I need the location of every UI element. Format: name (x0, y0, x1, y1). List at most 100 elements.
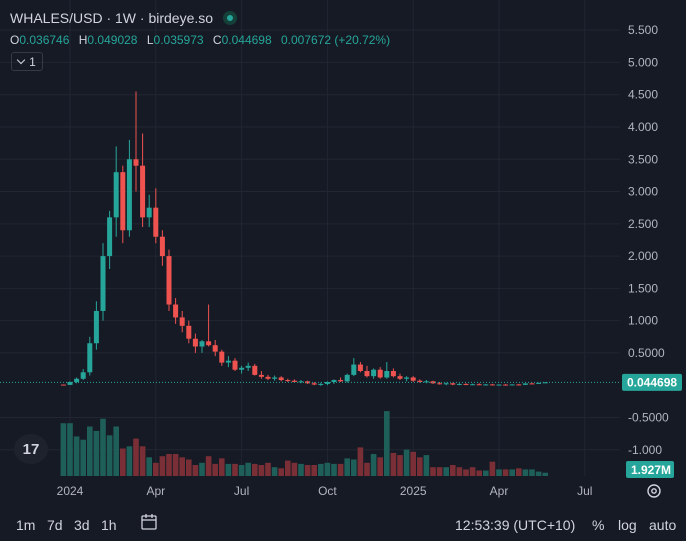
candle-body (397, 376, 403, 379)
candle-body (245, 365, 251, 368)
volume-bar (133, 438, 139, 476)
volume-bar (245, 462, 251, 476)
candle-body (252, 365, 258, 375)
price-chart[interactable]: 5.500 5.000 4.500 4.000 3.500 3.000 2.500 2.000… (0, 0, 686, 506)
svg-text:0.044698: 0.044698 (627, 375, 677, 389)
range-7d-button[interactable]: 7d (47, 517, 63, 533)
candle-body (509, 384, 515, 386)
price-tick-label: 2.000 (628, 249, 658, 263)
chart-grid (0, 0, 620, 476)
candle-body (100, 256, 106, 311)
candle-body (390, 371, 396, 377)
volume-bar (542, 472, 548, 476)
candle-body (542, 382, 548, 384)
volume-bar (252, 463, 258, 476)
close-label: C (212, 33, 222, 47)
time-axis[interactable]: 2024 Apr Jul Oct 2025 Apr Jul (57, 484, 593, 498)
volume-bar (304, 465, 311, 476)
candle-body (74, 378, 80, 382)
volume-bar (443, 467, 449, 476)
percent-scale-toggle[interactable]: % (592, 517, 605, 533)
volume-bar (278, 468, 284, 476)
volume-bar (73, 436, 80, 476)
change-value: 0.007672 (+20.72%) (281, 33, 391, 47)
candle-body (470, 384, 476, 386)
volume-bar (423, 455, 430, 476)
volume-bar (179, 457, 185, 476)
volume-bar (80, 439, 86, 476)
low-value: 0.035973 (153, 33, 204, 47)
low-label: L (146, 33, 154, 47)
candle-body (133, 159, 139, 166)
volume-bar (535, 471, 542, 476)
candle-body (324, 381, 330, 384)
volume-bar (186, 459, 192, 476)
candle-body (516, 384, 522, 386)
price-tick-label: 0.5000 (628, 346, 665, 360)
candle-body (199, 341, 205, 347)
candle-body (437, 383, 443, 385)
volume-bar (456, 467, 463, 476)
volume-bar (364, 462, 370, 476)
indicators-toggle-button[interactable]: 1 (11, 52, 43, 71)
candle-body (265, 376, 271, 379)
volume-bar (417, 457, 423, 476)
volume-bar (384, 411, 390, 476)
volume-bar (337, 463, 344, 476)
volume-bar (238, 465, 245, 476)
range-1m-button[interactable]: 1m (16, 517, 36, 533)
volume-bar (397, 455, 403, 476)
candle-body (522, 383, 528, 385)
volume-bar (377, 457, 383, 476)
candle-body (212, 345, 218, 352)
candle-body (483, 384, 489, 386)
volume-bar (469, 467, 476, 476)
candle-body (417, 380, 423, 382)
candle-body (364, 371, 370, 377)
candle-body (278, 377, 284, 381)
volume-bar (225, 463, 232, 476)
candle-body (331, 380, 337, 382)
volume-bar (430, 467, 436, 476)
log-scale-toggle[interactable]: log (618, 517, 637, 533)
volume-bar (120, 448, 126, 476)
volume-bar (370, 454, 377, 476)
candle-body (344, 374, 350, 382)
candle-body (443, 383, 449, 385)
volume-bar (100, 418, 106, 476)
volume-bar (450, 465, 456, 476)
volume-bar (192, 465, 199, 476)
timezone-clock[interactable]: 12:53:39 (UTC+10) (455, 517, 576, 533)
range-1h-button[interactable]: 1h (101, 517, 117, 533)
volume-bars (60, 411, 548, 476)
candle-body (225, 360, 231, 363)
candle-body (153, 207, 159, 237)
price-tick-label: 4.000 (628, 120, 658, 134)
volume-bar (199, 462, 205, 476)
auto-scale-toggle[interactable]: auto (649, 517, 677, 533)
volume-bar (357, 447, 364, 476)
candle-body (186, 325, 192, 339)
date-range-calendar-icon[interactable] (140, 513, 158, 531)
volume-bar (324, 462, 331, 476)
candle-body (410, 377, 416, 381)
settings-gear-icon[interactable] (646, 483, 662, 499)
candle-body (450, 383, 456, 385)
volume-bar (219, 458, 225, 476)
volume-bar (318, 463, 324, 476)
price-tick-label: 1.000 (628, 314, 658, 328)
price-axis[interactable]: 5.500 5.000 4.500 4.000 3.500 3.000 2.500 2.000… (628, 23, 669, 457)
volume-bar (271, 467, 278, 476)
candle-body (239, 367, 245, 370)
volume-bar (87, 426, 93, 476)
candle-body (258, 374, 264, 377)
candle-body (93, 310, 99, 344)
candle-body (456, 383, 462, 385)
tradingview-logo[interactable]: 17 (14, 434, 48, 464)
volume-bar (390, 452, 397, 476)
candle-body (404, 377, 410, 379)
range-3d-button[interactable]: 3d (74, 517, 90, 533)
volume-bar (476, 470, 482, 476)
candle-body (67, 381, 73, 385)
candle-body (126, 159, 132, 231)
